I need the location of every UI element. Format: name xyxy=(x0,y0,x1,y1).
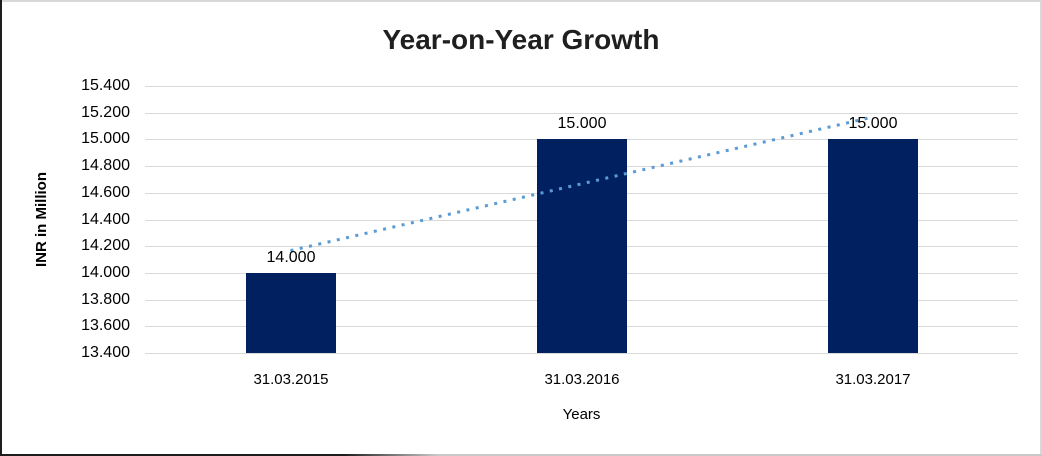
y-tick-label: 15.200 xyxy=(81,104,130,121)
frame-border-bottom xyxy=(0,454,1042,456)
frame-border-right xyxy=(1040,0,1042,456)
y-tick-label: 14.000 xyxy=(81,264,130,281)
x-tick-label: 31.03.2016 xyxy=(544,371,620,388)
y-tick-label: 14.800 xyxy=(81,157,130,174)
x-tick-label: 31.03.2015 xyxy=(253,371,329,388)
gridline xyxy=(145,353,1018,354)
y-tick-label: 15.400 xyxy=(81,77,130,94)
data-label: 14.000 xyxy=(266,249,316,266)
bar-31.03.2017 xyxy=(828,139,918,353)
y-tick-label: 13.600 xyxy=(81,317,130,334)
bar-31.03.2015 xyxy=(246,273,336,353)
gridline xyxy=(145,113,1018,114)
frame-border-top xyxy=(0,0,1042,2)
y-tick-label: 15.000 xyxy=(81,130,130,147)
chart-title: Year-on-Year Growth xyxy=(382,24,660,55)
y-tick-label: 14.400 xyxy=(81,211,130,228)
y-tick-label: 13.800 xyxy=(81,291,130,308)
x-tick-label: 31.03.2017 xyxy=(835,371,911,388)
gridline xyxy=(145,86,1018,87)
y-tick-label: 14.200 xyxy=(81,237,130,254)
bar-31.03.2016 xyxy=(537,139,627,353)
data-label: 15.000 xyxy=(848,115,898,132)
y-tick-label: 14.600 xyxy=(81,184,130,201)
y-tick-label: 13.400 xyxy=(81,344,130,361)
x-axis-title: Years xyxy=(562,406,601,423)
data-label: 15.000 xyxy=(557,115,607,132)
frame-border-left xyxy=(0,0,2,456)
